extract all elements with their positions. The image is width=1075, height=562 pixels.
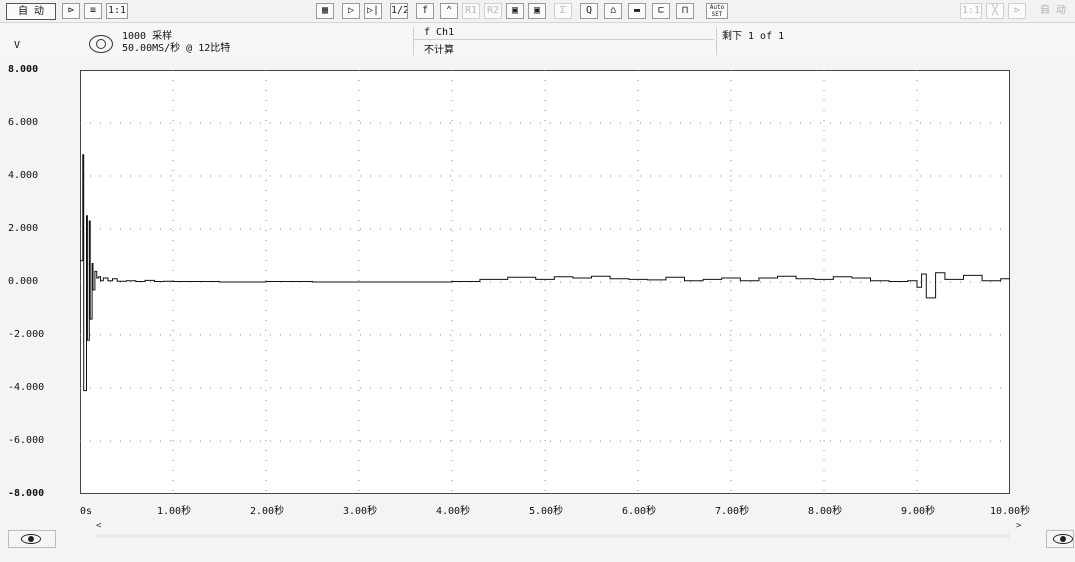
view-right-button[interactable]: [1046, 530, 1074, 548]
x-tick-label: 8.00秒: [808, 506, 843, 517]
y-tick-label: 6.000: [8, 117, 39, 128]
scroll-right-arrow[interactable]: >: [1016, 521, 1022, 531]
x-tick-label: 6.00秒: [622, 506, 657, 517]
zoom-button[interactable]: Q: [580, 3, 598, 19]
y-tick-label: -4.000: [8, 382, 45, 393]
trigger-edge-button[interactable]: f: [416, 3, 434, 19]
y-tick-label: -6.000: [8, 435, 45, 446]
x-tick-label: 10.00秒: [990, 506, 1031, 517]
auto-mode-right-label: 自 动: [1040, 5, 1067, 16]
toolbar: 自 动 ⊳ ≡ 1:1 ▦ ▷ ▷| 1/2 f ⌃ R1 R2 ▣ ▣ Σ Q…: [0, 0, 1075, 23]
x-tick-label: 7.00秒: [715, 506, 750, 517]
y-tick-label: 8.000: [8, 64, 39, 75]
display-button[interactable]: ▬: [628, 3, 646, 19]
x-tick-label: 9.00秒: [901, 506, 936, 517]
auto-mode-button[interactable]: 自 动: [6, 3, 56, 20]
eye-icon: [21, 534, 41, 544]
x-tick-label: 5.00秒: [529, 506, 564, 517]
info-divider: [413, 27, 414, 55]
waveform-trace: [80, 154, 1010, 392]
horizontal-scrollbar[interactable]: [96, 534, 1010, 538]
scale-1to1-button[interactable]: 1:1: [106, 3, 128, 19]
info-underline: [414, 39, 714, 40]
x-tick-label: 2.00秒: [250, 506, 285, 517]
y-tick-label: -2.000: [8, 329, 45, 340]
y-tick-label: 2.000: [8, 223, 39, 234]
view-left-button[interactable]: [8, 530, 56, 548]
math-button[interactable]: Σ: [554, 3, 572, 19]
half-button[interactable]: 1/2: [390, 3, 408, 19]
x-tick-label: 1.00秒: [157, 506, 192, 517]
channel-label: f Ch1: [424, 27, 455, 38]
sample-rate-label: 50.00MS/秒 @ 12比特: [122, 43, 231, 54]
trigger-level-button[interactable]: ⌃: [440, 3, 458, 19]
info-bar: [0, 23, 1075, 59]
auto-set-button[interactable]: Auto SET: [706, 3, 728, 19]
trigger-right-button[interactable]: ⊳: [1008, 3, 1026, 19]
load-ref-button[interactable]: ▣: [528, 3, 546, 19]
channel-eye-icon[interactable]: [89, 35, 113, 53]
print-button[interactable]: ⌂: [604, 3, 622, 19]
y-tick-label: 0.000: [8, 276, 39, 287]
scale-1to1-right-button[interactable]: 1:1: [960, 3, 982, 19]
save-ref-button[interactable]: ▣: [506, 3, 524, 19]
info-divider-2: [716, 27, 717, 55]
x-tick-label: 3.00秒: [343, 506, 378, 517]
x-tick-label: 0s: [80, 506, 93, 517]
ref1-button[interactable]: R1: [462, 3, 480, 19]
probe-button[interactable]: ▦: [316, 3, 334, 19]
y-tick-label: -8.000: [8, 488, 45, 499]
run-button[interactable]: ▷: [342, 3, 360, 19]
y-tick-label: 4.000: [8, 170, 39, 181]
scroll-left-arrow[interactable]: <: [96, 521, 102, 531]
eye-icon: [1053, 534, 1073, 544]
unit-label: V: [14, 40, 21, 51]
single-button[interactable]: ▷|: [364, 3, 382, 19]
step-button[interactable]: ⊏: [652, 3, 670, 19]
pulse-button[interactable]: ⊓: [676, 3, 694, 19]
trigger-arrow-button[interactable]: ⊳: [62, 3, 80, 19]
calc-label: 不计算: [424, 45, 454, 56]
cross-button[interactable]: ╳: [986, 3, 1004, 19]
samples-label: 1000 采样: [122, 31, 173, 42]
lines-button[interactable]: ≡: [84, 3, 102, 19]
x-tick-label: 4.00秒: [436, 506, 471, 517]
ref2-button[interactable]: R2: [484, 3, 502, 19]
remaining-label: 剩下 1 of 1: [722, 31, 785, 42]
waveform-chart: [80, 70, 1010, 494]
